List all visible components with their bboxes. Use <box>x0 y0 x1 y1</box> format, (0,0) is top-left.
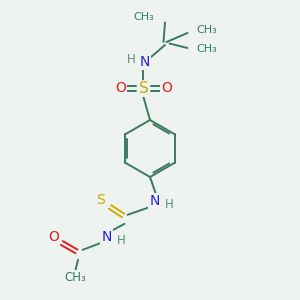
Text: N: N <box>101 230 112 244</box>
Text: S: S <box>96 193 105 207</box>
Text: H: H <box>117 233 126 247</box>
Text: O: O <box>48 230 59 244</box>
Text: CH₃: CH₃ <box>196 44 217 55</box>
Text: O: O <box>161 82 172 95</box>
Text: O: O <box>115 82 126 95</box>
Text: S: S <box>139 81 148 96</box>
Text: CH₃: CH₃ <box>64 271 86 284</box>
Text: CH₃: CH₃ <box>134 11 154 22</box>
Text: H: H <box>126 53 135 66</box>
Text: CH₃: CH₃ <box>196 25 217 35</box>
Text: N: N <box>140 56 150 69</box>
Text: H: H <box>165 197 174 211</box>
Text: N: N <box>149 194 160 208</box>
